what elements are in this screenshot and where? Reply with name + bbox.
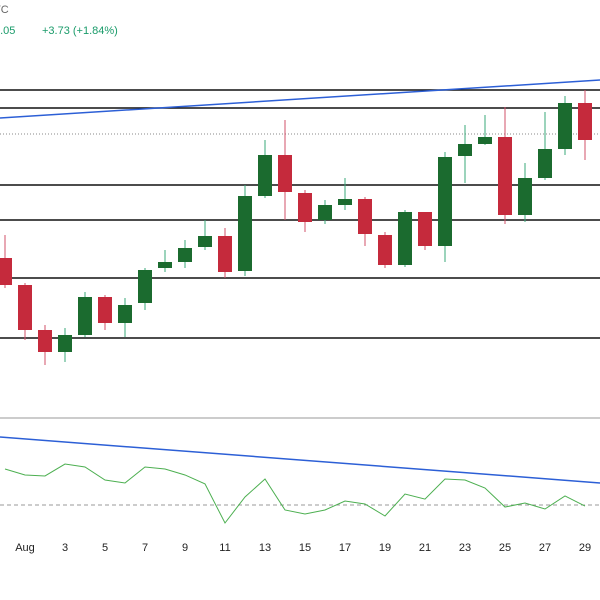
- x-tick-label: 17: [339, 542, 351, 554]
- indicator-line: [4, 463, 586, 524]
- candle-body: [238, 196, 252, 271]
- price-change: +3.73 (+1.84%): [42, 25, 118, 37]
- x-tick-label: 9: [182, 542, 188, 554]
- x-tick-label: 15: [299, 542, 311, 554]
- candle-body: [298, 193, 312, 222]
- candle-body: [418, 212, 432, 246]
- candle-body: [378, 235, 392, 265]
- candle-body: [498, 137, 512, 215]
- x-tick-label: Aug: [15, 542, 35, 554]
- candle-body: [218, 236, 232, 272]
- x-tick-label: 3: [62, 542, 68, 554]
- x-tick-label: 29: [579, 542, 591, 554]
- candle-body: [78, 297, 92, 335]
- candle-body: [438, 157, 452, 246]
- candle-body: [18, 285, 32, 330]
- x-tick-label: 13: [259, 542, 271, 554]
- candle-body: [338, 199, 352, 205]
- candle-body: [538, 149, 552, 178]
- symbol: TC: [0, 4, 9, 16]
- candle-body: [358, 199, 372, 234]
- candle-body: [38, 330, 52, 352]
- x-tick-label: 23: [459, 542, 471, 554]
- x-tick-label: 19: [379, 542, 391, 554]
- candle-body: [198, 236, 212, 247]
- candle-body: [558, 103, 572, 149]
- candle-body: [118, 305, 132, 323]
- x-tick-label: 11: [219, 542, 230, 554]
- indicator-trendline: [0, 436, 600, 484]
- x-tick-label: 27: [539, 542, 551, 554]
- x-tick-label: 21: [419, 542, 431, 554]
- x-tick-label: 25: [499, 542, 511, 554]
- candle-body: [98, 297, 112, 323]
- candle-body: [478, 137, 492, 144]
- candle-body: [158, 262, 172, 268]
- candle-body: [398, 212, 412, 265]
- candle-body: [578, 103, 592, 140]
- candle-body: [0, 258, 12, 285]
- candle-body: [318, 205, 332, 220]
- candle-body: [138, 270, 152, 303]
- candle-body: [178, 248, 192, 262]
- candle-body: [58, 335, 72, 352]
- candle-body: [278, 155, 292, 192]
- candle-body: [458, 144, 472, 156]
- price: 6.05: [0, 25, 15, 37]
- x-tick-label: 5: [102, 542, 108, 554]
- candle-body: [258, 155, 272, 196]
- trendline: [0, 79, 600, 119]
- x-tick-label: 7: [142, 542, 148, 554]
- candle-body: [518, 178, 532, 215]
